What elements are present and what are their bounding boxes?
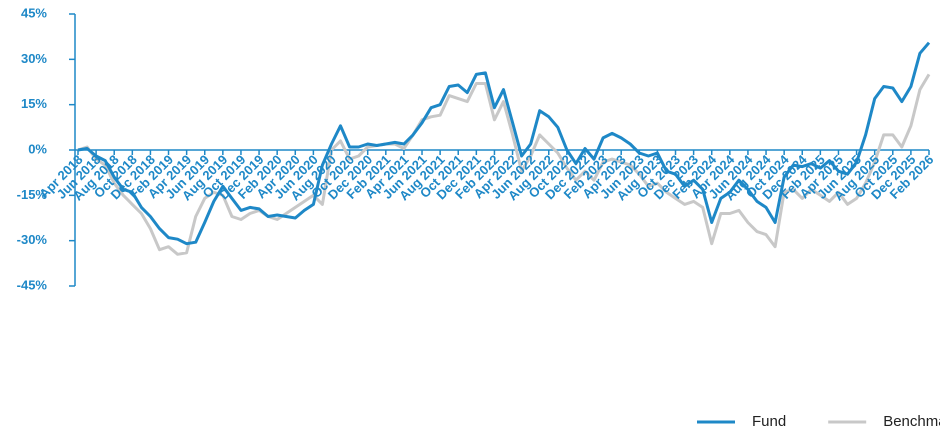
legend-label: Benchmark [883,413,940,430]
y-tick-label: -15% [17,187,48,202]
y-tick-label: 15% [21,96,47,111]
y-tick-label: 0% [28,141,47,156]
line-series [77,41,931,246]
y-tick-label: 45% [21,5,47,20]
y-tick-label: -45% [17,277,48,292]
y-tick-label: -30% [17,232,48,247]
y-tick-label: 30% [21,51,47,66]
legend-label: Fund [752,413,786,430]
line-series [77,73,931,256]
